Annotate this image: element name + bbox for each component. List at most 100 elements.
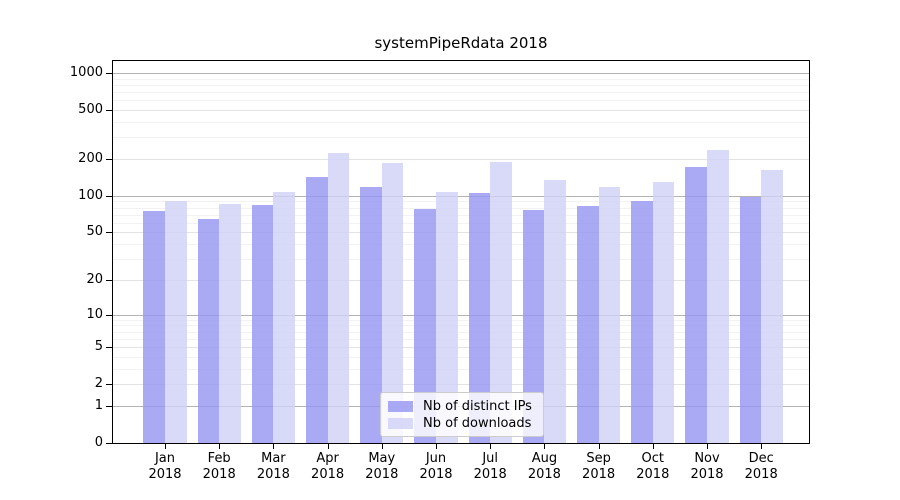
gridline-minor-700	[113, 92, 809, 94]
x-tick-label-aug: Aug 2018	[514, 451, 574, 483]
y-tick-mark-20	[106, 279, 112, 281]
x-tick-mark-dec	[761, 444, 763, 449]
legend-swatch-distinct-ips	[388, 401, 413, 412]
bar-distinct-ips-apr	[305, 176, 328, 443]
y-tick-mark-1	[106, 405, 112, 407]
y-tick-label-10: 10	[86, 306, 103, 322]
y-tick-mark-2	[106, 384, 112, 386]
x-tick-label-apr: Apr 2018	[298, 451, 358, 483]
y-tick-mark-500	[106, 110, 112, 112]
gridline-20	[113, 279, 809, 281]
bar-downloads-jan	[165, 201, 187, 443]
legend-label-downloads: Nb of downloads	[423, 416, 532, 431]
x-tick-year: 2018	[256, 467, 290, 482]
bar-distinct-ips-nov	[685, 166, 707, 443]
x-tick-label-mar: Mar 2018	[243, 451, 303, 483]
y-tick-label-5: 5	[94, 339, 103, 355]
gridline-200	[113, 158, 809, 160]
gridline-minor-8	[113, 325, 809, 327]
gridline-2	[113, 384, 809, 386]
legend-swatch-downloads	[388, 418, 413, 429]
x-tick-month: Apr	[316, 451, 339, 466]
x-tick-month: Nov	[694, 451, 720, 466]
bar-downloads-mar	[273, 191, 296, 443]
y-tick-mark-200	[106, 158, 112, 160]
x-tick-year: 2018	[690, 467, 724, 482]
x-tick-mark-jun	[436, 444, 437, 449]
x-tick-label-oct: Oct 2018	[623, 451, 683, 483]
y-tick-mark-1000	[106, 72, 112, 74]
y-tick-mark-10	[106, 314, 112, 316]
x-tick-month: Jul	[482, 451, 499, 466]
x-tick-label-dec: Dec 2018	[731, 451, 791, 483]
x-tick-year: 2018	[527, 467, 561, 482]
x-tick-label-sep: Sep 2018	[569, 451, 629, 483]
y-tick-label-2: 2	[94, 376, 103, 392]
gridline-5	[113, 347, 809, 349]
y-tick-label-20: 20	[86, 271, 103, 287]
x-tick-mark-aug	[544, 444, 546, 449]
legend: Nb of distinct IPs Nb of downloads	[380, 392, 544, 437]
legend-item-distinct-ips: Nb of distinct IPs	[388, 398, 536, 415]
bar-downloads-may	[381, 162, 404, 443]
y-tick-mark-0	[106, 443, 112, 444]
x-tick-year: 2018	[148, 467, 182, 482]
y-tick-label-200: 200	[78, 150, 103, 166]
x-tick-month: Jun	[425, 451, 447, 466]
y-tick-label-100: 100	[78, 187, 103, 203]
x-tick-month: Dec	[748, 451, 774, 466]
gridline-minor-6	[113, 338, 809, 340]
gridline-minor-300	[113, 137, 809, 139]
x-tick-mark-apr	[327, 444, 329, 449]
x-tick-mark-jan	[165, 444, 166, 449]
x-tick-mark-jul	[490, 444, 492, 449]
bar-downloads-sep	[598, 186, 621, 443]
gridline-minor-70	[113, 214, 809, 216]
gridline-minor-3	[113, 368, 809, 370]
x-tick-mark-sep	[598, 444, 600, 449]
y-tick-mark-50	[106, 232, 112, 234]
x-tick-month: Jan	[154, 451, 176, 466]
gridline-minor-40	[113, 244, 809, 246]
x-tick-month: May	[368, 451, 396, 466]
bar-downloads-apr	[327, 152, 350, 443]
gridline-500	[113, 110, 809, 112]
gridline-minor-60	[113, 222, 809, 224]
gridline-minor-30	[113, 259, 809, 261]
bar-downloads-jun	[436, 191, 458, 443]
bar-downloads-jul	[490, 161, 512, 443]
gridline-100	[113, 195, 809, 197]
x-tick-mark-feb	[219, 444, 221, 449]
bar-downloads-dec	[761, 169, 783, 443]
x-tick-label-jul: Jul 2018	[460, 451, 520, 483]
x-tick-mark-may	[381, 444, 383, 449]
x-tick-mark-mar	[273, 444, 275, 449]
x-tick-year: 2018	[311, 467, 345, 482]
x-tick-year: 2018	[419, 467, 453, 482]
gridline-minor-4	[113, 356, 809, 358]
gridline-10	[113, 314, 809, 316]
bar-distinct-ips-mar	[251, 205, 274, 443]
y-tick-label-0: 0	[94, 435, 103, 450]
x-tick-label-may: May 2018	[352, 451, 412, 483]
bar-distinct-ips-aug	[522, 209, 545, 443]
x-tick-year: 2018	[365, 467, 399, 482]
y-tick-label-1: 1	[94, 397, 103, 413]
x-tick-mark-nov	[707, 444, 708, 449]
x-tick-month: Sep	[586, 451, 611, 466]
gridline-minor-600	[113, 100, 809, 102]
bar-distinct-ips-oct	[631, 200, 653, 443]
bar-distinct-ips-may	[360, 187, 382, 443]
x-tick-month: Mar	[261, 451, 286, 466]
legend-item-downloads: Nb of downloads	[388, 415, 536, 432]
gridline-minor-90	[113, 201, 809, 203]
x-tick-label-jan: Jan 2018	[135, 451, 195, 483]
bar-distinct-ips-dec	[739, 197, 762, 443]
gridline-1000	[113, 72, 809, 74]
gridline-50	[113, 232, 809, 234]
gridline-minor-400	[113, 121, 809, 123]
bar-distinct-ips-sep	[576, 205, 599, 443]
bar-distinct-ips-jan	[143, 211, 165, 443]
x-tick-year: 2018	[582, 467, 616, 482]
